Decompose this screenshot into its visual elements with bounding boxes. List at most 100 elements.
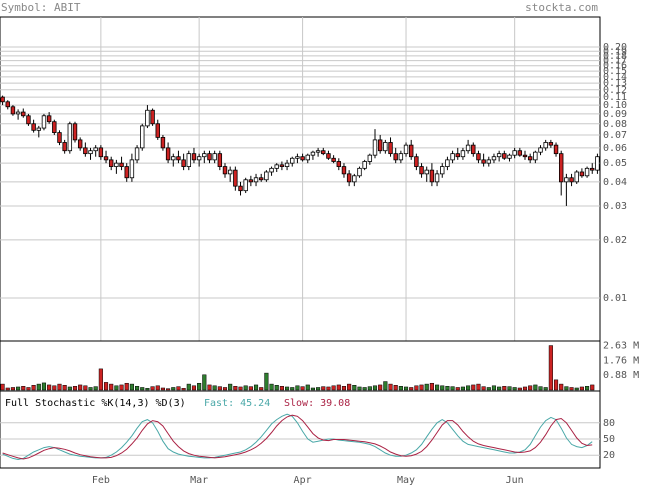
stochastic-fast-label: Fast: 45.24 — [204, 398, 270, 409]
candle-body — [346, 173, 352, 183]
volume-bar — [460, 386, 465, 391]
candle-body — [538, 147, 543, 153]
volume-bar — [347, 383, 352, 391]
candle-body — [284, 162, 290, 167]
volume-bar — [140, 387, 145, 391]
volume-bar — [129, 383, 134, 391]
volume-bar — [52, 385, 57, 391]
candle-body — [352, 175, 357, 183]
candle-body — [388, 142, 393, 155]
volume-tick-labels: 2.63 M 1.76 M 0.88 M — [603, 341, 639, 382]
candle-body — [450, 153, 455, 161]
candle-body — [414, 156, 419, 167]
x-axis-labels: Feb Mar Apr May Jun — [92, 475, 524, 486]
volume-bar — [202, 374, 207, 391]
x-axis-label: May — [397, 475, 415, 486]
stochastic-line-slow — [2, 414, 593, 460]
volume-panel: 2.63 M 1.76 M 0.88 M — [0, 340, 639, 392]
volume-bar — [455, 387, 460, 391]
candle-body — [196, 156, 202, 161]
candle-body — [393, 153, 398, 161]
stochastic-tick-label: 80 — [603, 418, 615, 429]
candle-body — [103, 156, 109, 161]
volume-bar — [62, 385, 67, 391]
volume-tick-label: 0.88 M — [603, 370, 639, 381]
candle-body — [300, 156, 305, 161]
volume-bar — [409, 387, 414, 391]
candle-body — [305, 154, 310, 161]
volume-bar — [440, 385, 445, 391]
volume-tick-label: 2.63 M — [603, 341, 639, 352]
stochastic-lines — [2, 413, 593, 461]
candle-body — [36, 127, 42, 131]
candle-body — [119, 162, 124, 167]
x-axis-label: Mar — [190, 475, 208, 486]
candle-body — [290, 157, 295, 164]
candle-body — [0, 96, 5, 103]
candles — [0, 95, 600, 206]
price-tick-label: 0.04 — [603, 177, 627, 188]
x-axis-label: Jun — [506, 475, 524, 486]
symbol-label: Symbol: ABIT — [1, 1, 81, 14]
volume-bars — [0, 345, 595, 391]
candle-body — [171, 156, 176, 161]
volume-bar — [98, 368, 103, 391]
volume-bar — [57, 383, 62, 391]
volume-bar — [212, 385, 217, 391]
volume-bar — [191, 385, 197, 391]
stochastic-slow-label: Slow: 39.08 — [284, 398, 350, 409]
volume-bar — [316, 387, 321, 391]
price-tick-label: 0.10 — [603, 100, 627, 111]
stochastic-tick-label: 20 — [603, 450, 615, 461]
price-tick-label: 0.12 — [603, 85, 627, 96]
volume-bar — [150, 386, 155, 391]
candle-body — [77, 139, 83, 149]
volume-panel-frame — [0, 340, 601, 392]
candle-body — [471, 144, 476, 155]
volume-bar — [512, 387, 517, 391]
candle-body — [140, 125, 145, 149]
candle-body — [465, 144, 471, 152]
candle-body — [517, 150, 523, 156]
candle-body — [83, 147, 88, 155]
candle-body — [595, 156, 600, 171]
candle-body — [574, 171, 579, 183]
volume-bar — [21, 386, 26, 391]
volume-bar — [491, 385, 497, 391]
volume-bar — [243, 385, 248, 391]
candle-body — [502, 153, 507, 159]
candle-body — [222, 166, 228, 175]
volume-bar — [445, 386, 450, 391]
candle-body — [496, 153, 502, 158]
candle-body — [553, 144, 559, 155]
candle-body — [134, 147, 140, 161]
volume-bar — [398, 386, 403, 391]
volume-bar — [31, 385, 36, 391]
volume-bar — [476, 383, 481, 391]
candle-body — [326, 153, 331, 159]
candle-body — [238, 185, 243, 192]
price-tick-label: 0.15 — [603, 66, 627, 77]
candle-body — [440, 166, 445, 175]
volume-bar — [47, 384, 52, 391]
volume-bar — [548, 345, 553, 391]
volume-bar — [352, 385, 357, 391]
volume-bar — [285, 386, 290, 391]
volume-bar — [197, 382, 202, 391]
volume-bar — [41, 382, 47, 391]
stochastic-grid — [0, 422, 600, 456]
stochastic-tick-labels: 80 50 20 — [603, 418, 615, 461]
site-label: stockta.com — [525, 1, 598, 14]
volume-bar — [109, 383, 114, 391]
candle-body — [331, 157, 336, 162]
candle-body — [31, 123, 36, 131]
volume-bar — [507, 386, 512, 391]
candle-body — [10, 106, 16, 115]
volume-bar — [26, 387, 31, 391]
volume-bar — [222, 387, 228, 391]
candle-body — [155, 123, 160, 138]
volume-bar — [579, 386, 584, 391]
candle-body — [160, 136, 166, 149]
candle-body — [191, 153, 197, 161]
candle-body — [564, 177, 569, 183]
